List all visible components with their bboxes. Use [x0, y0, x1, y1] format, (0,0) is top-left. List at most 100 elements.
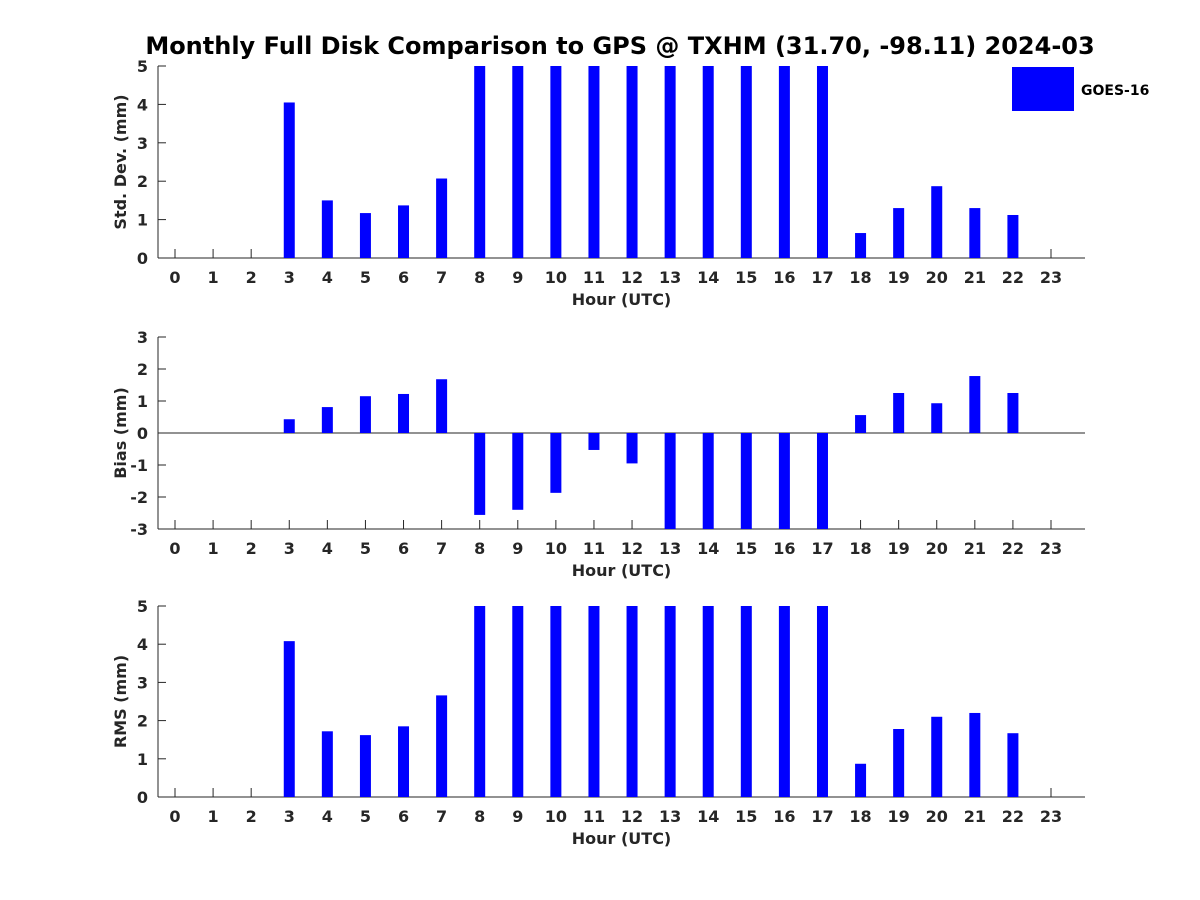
bar-bias-hour-20	[931, 403, 943, 433]
bar-rms-hour-18	[855, 763, 867, 797]
y-axis-label: Std. Dev. (mm)	[111, 94, 130, 229]
x-tick-label: 14	[697, 539, 719, 558]
x-tick-label: 6	[398, 539, 409, 558]
x-tick-label: 21	[964, 807, 986, 826]
bar-bias-hour-16	[778, 433, 790, 529]
x-tick-label: 5	[360, 268, 371, 287]
x-tick-label: 2	[246, 807, 257, 826]
x-tick-label: 12	[621, 268, 643, 287]
bar-bias-hour-13	[664, 433, 676, 529]
bar-stddev-hour-18	[855, 233, 867, 258]
bar-rms-hour-19	[893, 729, 905, 797]
chart-title: Monthly Full Disk Comparison to GPS @ TX…	[145, 32, 1094, 60]
x-tick-label: 2	[246, 268, 257, 287]
x-tick-label: 17	[811, 807, 833, 826]
y-tick-label: 1	[137, 392, 148, 411]
bar-rms-hour-8	[474, 606, 486, 797]
bar-bias-hour-22	[1007, 393, 1019, 433]
bar-stddev-hour-6	[398, 205, 410, 258]
x-tick-label: 13	[659, 268, 681, 287]
x-axis-label: Hour (UTC)	[572, 561, 672, 580]
x-tick-label: 19	[888, 807, 910, 826]
bar-rms-hour-11	[588, 606, 600, 797]
x-tick-label: 22	[1002, 539, 1024, 558]
bar-stddev-hour-13	[664, 66, 676, 258]
y-tick-label: 3	[137, 673, 148, 692]
y-tick-label: 4	[137, 95, 148, 114]
y-tick-label: 1	[137, 750, 148, 769]
y-tick-label: -1	[130, 456, 148, 475]
x-tick-label: 0	[169, 807, 180, 826]
x-tick-label: 19	[888, 268, 910, 287]
x-tick-label: 16	[773, 807, 795, 826]
bar-rms-hour-22	[1007, 733, 1019, 797]
y-tick-label: 5	[137, 597, 148, 616]
bar-stddev-hour-11	[588, 66, 600, 258]
x-tick-label: 7	[436, 268, 447, 287]
bar-rms-hour-13	[664, 606, 676, 797]
x-tick-label: 22	[1002, 268, 1024, 287]
y-tick-label: 0	[137, 788, 148, 807]
x-tick-label: 10	[545, 807, 567, 826]
bar-bias-hour-19	[893, 393, 905, 433]
legend: GOES-16	[1012, 67, 1149, 111]
x-axis-label: Hour (UTC)	[572, 290, 672, 309]
bar-stddev-hour-12	[626, 66, 638, 258]
x-tick-label: 21	[964, 539, 986, 558]
x-tick-label: 23	[1040, 807, 1062, 826]
x-tick-label: 18	[849, 268, 871, 287]
bar-rms-hour-15	[740, 606, 752, 797]
x-tick-label: 11	[583, 539, 605, 558]
bar-stddev-hour-5	[359, 213, 371, 258]
x-tick-label: 8	[474, 268, 485, 287]
bar-rms-hour-4	[321, 731, 333, 797]
bar-bias-hour-10	[550, 433, 562, 493]
x-tick-label: 4	[322, 807, 333, 826]
x-tick-label: 23	[1040, 539, 1062, 558]
x-tick-label: 21	[964, 268, 986, 287]
x-tick-label: 18	[849, 807, 871, 826]
bar-bias-hour-14	[702, 433, 714, 529]
bar-bias-hour-17	[816, 433, 828, 529]
x-tick-label: 8	[474, 807, 485, 826]
x-tick-label: 16	[773, 539, 795, 558]
bar-rms-hour-6	[398, 726, 410, 797]
x-tick-label: 12	[621, 807, 643, 826]
y-tick-label: -2	[130, 488, 148, 507]
bar-bias-hour-4	[321, 407, 333, 433]
x-tick-label: 4	[322, 268, 333, 287]
bar-rms-hour-17	[816, 606, 828, 797]
x-tick-label: 5	[360, 539, 371, 558]
bar-rms-hour-12	[626, 606, 638, 797]
x-tick-label: 4	[322, 539, 333, 558]
bar-bias-hour-18	[855, 415, 867, 433]
y-tick-label: 0	[137, 424, 148, 443]
x-tick-label: 2	[246, 539, 257, 558]
y-tick-label: -3	[130, 520, 148, 539]
x-tick-label: 20	[926, 807, 948, 826]
bar-rms-hour-16	[778, 606, 790, 797]
bar-rms-hour-20	[931, 716, 943, 797]
x-tick-label: 1	[208, 807, 219, 826]
x-tick-label: 17	[811, 539, 833, 558]
x-tick-label: 16	[773, 268, 795, 287]
x-tick-label: 15	[735, 539, 757, 558]
bar-rms-hour-5	[359, 735, 371, 797]
bar-bias-hour-21	[969, 376, 981, 433]
bar-bias-hour-3	[283, 419, 295, 433]
bar-stddev-hour-15	[740, 66, 752, 258]
bar-stddev-hour-9	[512, 66, 524, 258]
bar-stddev-hour-17	[816, 66, 828, 258]
bar-stddev-hour-3	[283, 102, 295, 258]
x-tick-label: 9	[512, 807, 523, 826]
x-tick-label: 13	[659, 539, 681, 558]
y-tick-label: 2	[137, 172, 148, 191]
bar-stddev-hour-14	[702, 66, 714, 258]
legend-label-goes16: GOES-16	[1081, 83, 1149, 99]
x-axis-label: Hour (UTC)	[572, 829, 672, 848]
bar-rms-hour-3	[283, 641, 295, 797]
